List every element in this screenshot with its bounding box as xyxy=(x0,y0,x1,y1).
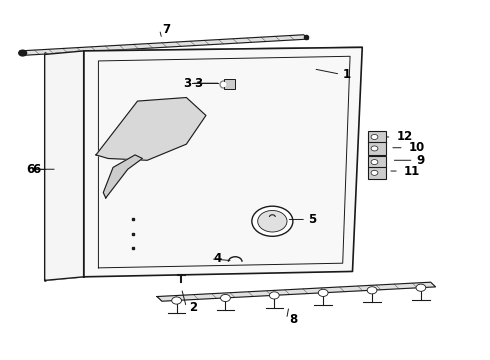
Circle shape xyxy=(258,211,287,232)
Circle shape xyxy=(371,146,378,151)
Polygon shape xyxy=(45,51,84,280)
Text: 6: 6 xyxy=(32,163,41,176)
Text: 12: 12 xyxy=(396,130,413,144)
Polygon shape xyxy=(20,35,309,55)
Text: 7: 7 xyxy=(162,23,170,36)
Circle shape xyxy=(371,170,378,175)
Text: 3: 3 xyxy=(194,77,202,90)
Circle shape xyxy=(367,287,377,294)
Text: 10: 10 xyxy=(409,141,425,154)
Polygon shape xyxy=(103,155,143,198)
Circle shape xyxy=(172,297,181,304)
Polygon shape xyxy=(96,98,206,160)
Text: 1: 1 xyxy=(343,68,351,81)
FancyBboxPatch shape xyxy=(368,131,386,143)
Text: 2: 2 xyxy=(189,301,197,314)
Circle shape xyxy=(252,206,293,236)
Circle shape xyxy=(318,289,328,296)
Text: 9: 9 xyxy=(416,154,424,167)
Circle shape xyxy=(371,134,378,139)
Circle shape xyxy=(416,284,426,291)
Polygon shape xyxy=(157,282,436,301)
Polygon shape xyxy=(84,47,362,277)
Text: 11: 11 xyxy=(404,165,420,177)
Text: 5: 5 xyxy=(309,213,317,226)
Circle shape xyxy=(371,159,378,165)
FancyBboxPatch shape xyxy=(368,167,386,179)
Text: 8: 8 xyxy=(289,312,297,326)
Text: 6: 6 xyxy=(26,163,34,176)
FancyBboxPatch shape xyxy=(368,156,386,168)
Text: 4: 4 xyxy=(213,252,221,265)
FancyBboxPatch shape xyxy=(224,79,235,89)
Circle shape xyxy=(220,294,230,302)
Circle shape xyxy=(19,50,26,56)
Circle shape xyxy=(270,292,279,299)
Text: 3: 3 xyxy=(183,77,191,90)
FancyBboxPatch shape xyxy=(368,142,386,154)
